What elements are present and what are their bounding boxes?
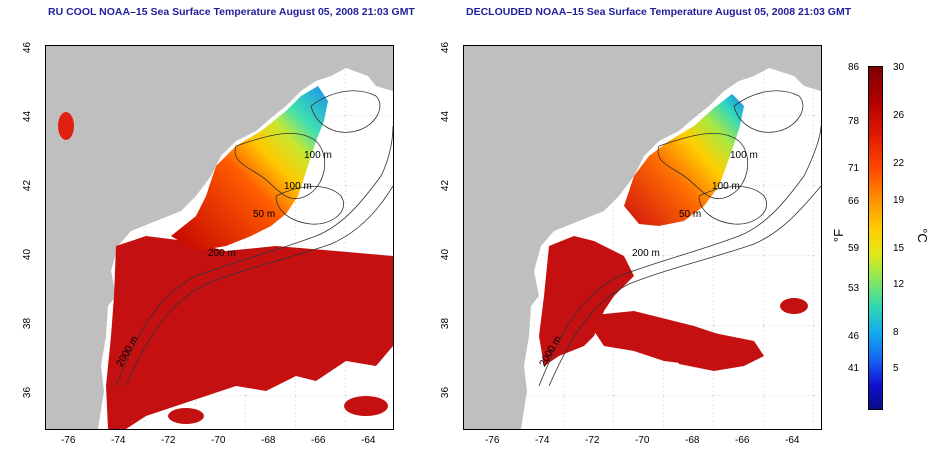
fahrenheit-tick: 53: [848, 283, 860, 294]
lat-tick-label: 40: [22, 248, 34, 261]
temperature-colorbar: [868, 66, 883, 410]
left-land-mass: [46, 46, 393, 429]
celsius-tick: 8: [893, 327, 899, 338]
lon-tick-label: -72: [161, 435, 176, 446]
lat-tick-label: 38: [440, 317, 452, 330]
right-sst-map: 100 m 100 m 50 m 200 m 2000 m: [463, 45, 822, 430]
left-map-title: RU COOL NOAA–15 Sea Surface Temperature …: [48, 6, 415, 18]
right-contour-line: [733, 90, 804, 133]
lat-tick-label: 38: [22, 317, 34, 330]
right-map-title: DECLOUDED NOAA–15 Sea Surface Temperatur…: [466, 6, 852, 18]
celsius-tick: 22: [893, 158, 905, 169]
contour-label: 50 m: [253, 209, 276, 220]
contour-label: 100 m: [712, 181, 740, 192]
left-contour-line: [115, 125, 393, 387]
right-contour-line: [548, 185, 821, 387]
lon-tick-label: -76: [61, 435, 76, 446]
lon-tick-label: -70: [211, 435, 226, 446]
fahrenheit-tick: 46: [848, 331, 860, 342]
fahrenheit-tick: 71: [848, 163, 860, 174]
lon-tick-label: -76: [485, 435, 500, 446]
celsius-tick: 19: [893, 195, 905, 206]
lon-tick-label: -64: [785, 435, 800, 446]
lon-tick-label: -74: [535, 435, 550, 446]
lon-tick-label: -74: [111, 435, 126, 446]
lat-tick-label: 42: [440, 179, 452, 192]
left-contour-line: [275, 186, 344, 225]
celsius-tick: 26: [893, 110, 905, 121]
lat-tick-label: 36: [22, 386, 34, 399]
lon-tick-label: -66: [735, 435, 750, 446]
lon-tick-label: -68: [685, 435, 700, 446]
fahrenheit-tick: 41: [848, 363, 860, 374]
celsius-tick: 12: [893, 279, 905, 290]
lon-tick-label: -70: [635, 435, 650, 446]
right-map-canvas: [464, 46, 821, 429]
celsius-tick: 15: [893, 243, 905, 254]
left-sst-patch: [58, 112, 74, 140]
lat-tick-label: 40: [440, 248, 452, 261]
lon-tick-label: -64: [361, 435, 376, 446]
lon-tick-label: -66: [311, 435, 326, 446]
left-sst-patch: [168, 408, 204, 424]
right-sst-warm-water: [664, 331, 764, 371]
fahrenheit-tick: 78: [848, 116, 860, 127]
contour-label: 100 m: [730, 150, 758, 161]
lat-tick-label: 42: [22, 179, 34, 192]
contour-label: 100 m: [284, 181, 312, 192]
fahrenheit-tick: 86: [848, 62, 860, 73]
left-sst-patch: [344, 396, 388, 416]
right-contour-line: [698, 186, 767, 225]
fahrenheit-unit-label: °F: [831, 228, 847, 243]
right-sst-cool-water: [624, 94, 744, 226]
lon-tick-label: -68: [261, 435, 276, 446]
left-contour-line: [234, 133, 325, 199]
lat-tick-label: 46: [22, 41, 34, 54]
right-contour-line: [657, 133, 748, 199]
lat-tick-label: 44: [440, 110, 452, 123]
left-sst-map: 100 m 100 m 50 m 200 m 2000 m: [45, 45, 394, 430]
left-contour-line: [125, 185, 393, 387]
right-sst-patch: [780, 298, 808, 314]
right-land-mass: [464, 46, 821, 429]
fahrenheit-tick: 66: [848, 196, 860, 207]
left-sst-warm-water: [106, 236, 393, 429]
lon-tick-label: -72: [585, 435, 600, 446]
celsius-tick: 5: [893, 363, 899, 374]
left-contour-line: [310, 90, 381, 133]
contour-label: 50 m: [679, 209, 702, 220]
contour-label: 200 m: [208, 248, 236, 259]
left-map-canvas: [46, 46, 393, 429]
contour-label: 100 m: [304, 150, 332, 161]
lat-tick-label: 46: [440, 41, 452, 54]
fahrenheit-tick: 59: [848, 243, 860, 254]
right-contour-line: [538, 125, 821, 387]
contour-label: 200 m: [632, 248, 660, 259]
lat-tick-label: 36: [440, 386, 452, 399]
lat-tick-label: 44: [22, 110, 34, 123]
celsius-unit-label: °C: [914, 228, 930, 243]
celsius-tick: 30: [893, 62, 905, 73]
